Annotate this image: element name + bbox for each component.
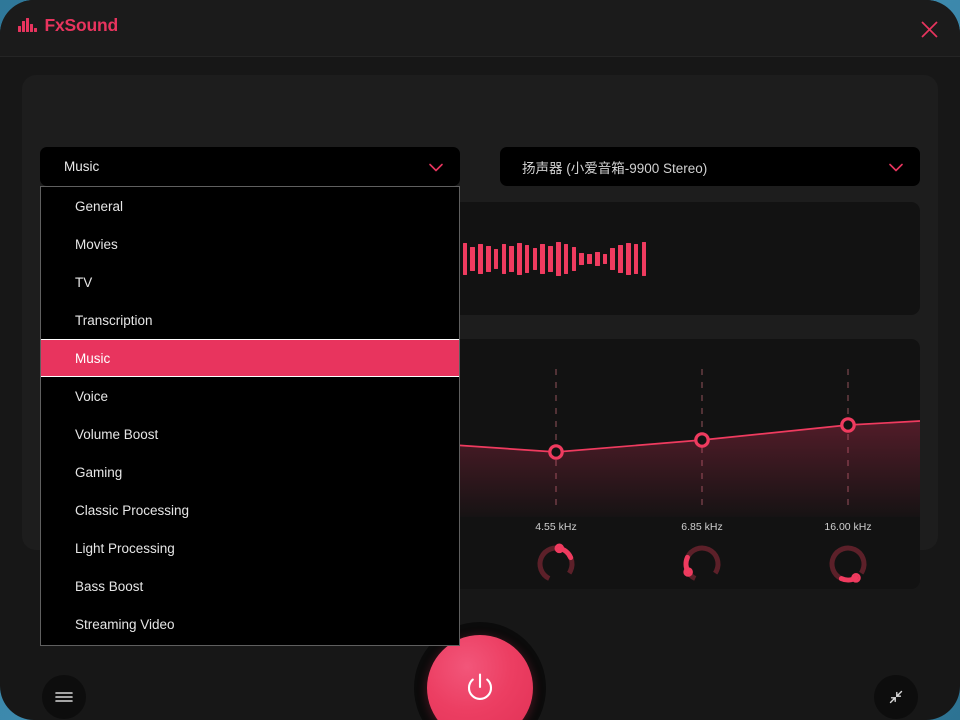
visualizer-bar — [470, 246, 475, 271]
preset-option[interactable]: Gaming — [75, 464, 123, 480]
visualizer-bar — [633, 243, 639, 274]
device-selected-value: 扬声器 (小爱音箱-9900 Stereo) — [522, 160, 708, 176]
preset-dropdown-list[interactable]: General Movies TV Transcription Music Voice Vo… — [40, 186, 460, 646]
visualizer-bar — [641, 241, 647, 276]
visualizer-bar — [485, 245, 491, 272]
visualizer-bar — [524, 244, 530, 273]
visualizer-bar — [462, 242, 468, 275]
eq-gain-knob[interactable] — [825, 541, 871, 587]
visualizer-bar — [548, 245, 553, 272]
eq-band-handle[interactable] — [840, 417, 856, 433]
visualizer-bar — [493, 248, 499, 269]
preset-option[interactable]: Volume Boost — [75, 426, 159, 442]
visualizer-bar — [532, 247, 538, 270]
eq-gain-knob[interactable] — [533, 541, 579, 587]
visualizer-bar — [626, 242, 631, 275]
visualizer-bar — [579, 252, 584, 265]
knob-pointer — [554, 543, 565, 554]
eq-frequency-label: 4.55 kHz — [535, 521, 577, 533]
collapse-arrows-icon[interactable] — [874, 675, 918, 719]
preset-select[interactable]: Music — [40, 147, 460, 186]
preset-option[interactable]: General — [75, 198, 124, 214]
eq-gain-knob[interactable] — [679, 541, 725, 587]
preset-option[interactable]: Streaming Video — [75, 616, 175, 632]
visualizer-bar — [563, 243, 569, 274]
eq-frequency-label: 16.00 kHz — [824, 521, 872, 533]
equalizer-bars-icon — [18, 18, 37, 33]
preset-option[interactable]: TV — [75, 274, 93, 290]
visualizer-bar — [610, 247, 616, 270]
title-bar: FxSound — [0, 0, 960, 57]
visualizer-bar — [587, 253, 592, 264]
preset-option[interactable]: Transcription — [75, 312, 153, 328]
visualizer-bar — [602, 253, 608, 264]
visualizer-bar — [540, 243, 546, 274]
close-icon[interactable] — [912, 12, 946, 46]
knob-pointer — [683, 567, 693, 577]
knob-value-arc — [683, 554, 691, 575]
knob-value-arc — [556, 545, 574, 561]
preset-option[interactable]: Bass Boost — [75, 578, 144, 594]
preset-selected-value: Music — [64, 159, 100, 174]
app-logo: FxSound — [18, 15, 119, 35]
preset-option[interactable]: Classic Processing — [75, 502, 190, 518]
knob-pointer — [851, 573, 861, 583]
preset-option[interactable]: Music — [41, 339, 459, 377]
visualizer-bar — [501, 243, 507, 274]
chevron-down-icon — [426, 157, 446, 177]
visualizer-bar — [478, 243, 483, 274]
eq-frequency-label: 6.85 kHz — [681, 521, 723, 533]
preset-option[interactable]: Light Processing — [75, 540, 175, 556]
visualizer-bar — [571, 246, 577, 271]
chevron-down-icon — [886, 157, 906, 177]
preset-option[interactable]: Movies — [75, 236, 118, 252]
hamburger-menu-icon[interactable] — [42, 675, 86, 719]
bottom-controls — [0, 550, 960, 720]
audio-device-select[interactable]: 扬声器 (小爱音箱-9900 Stereo) — [500, 147, 920, 186]
preset-option[interactable]: Voice — [75, 388, 109, 404]
power-button-ring — [414, 622, 546, 720]
visualizer-bar — [509, 245, 514, 272]
knob-value-arc — [838, 575, 859, 583]
app-title: FxSound — [44, 15, 119, 35]
eq-band-handle[interactable] — [548, 444, 564, 460]
visualizer-bar — [556, 241, 561, 276]
visualizer-bar — [594, 251, 600, 266]
power-icon[interactable] — [427, 635, 533, 720]
visualizer-bar — [517, 242, 522, 275]
visualizer-bar — [618, 244, 623, 273]
eq-band-handle[interactable] — [694, 432, 710, 448]
